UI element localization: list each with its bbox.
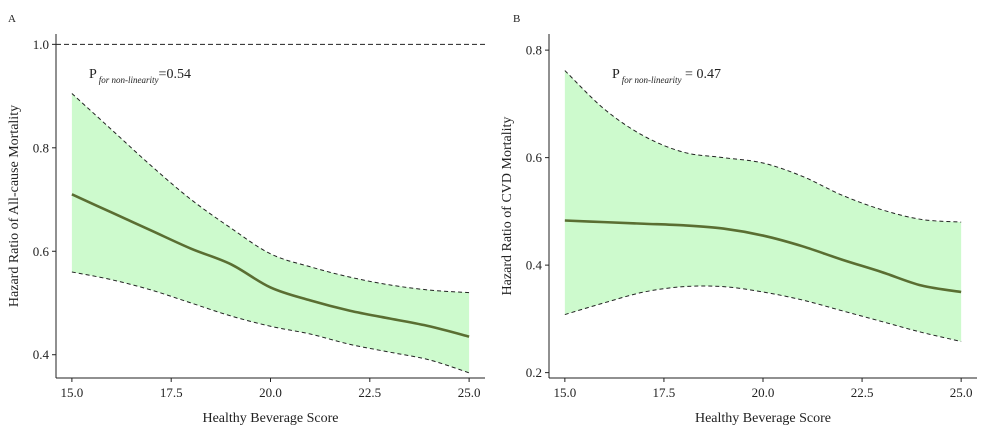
y-tick-label: 0.4 xyxy=(33,347,50,362)
confidence-band xyxy=(564,70,962,342)
annotation-value: = 0.47 xyxy=(682,67,721,82)
panel-label: A xyxy=(8,13,16,25)
panel-label: B xyxy=(513,13,520,25)
x-tick-label: 25.0 xyxy=(458,385,481,400)
x-tick-label: 15.0 xyxy=(61,385,84,400)
x-tick-label: 15.0 xyxy=(553,385,576,400)
upper-bound-line xyxy=(71,93,470,294)
y-tick-label: 0.6 xyxy=(526,150,543,165)
x-tick-label: 17.5 xyxy=(653,385,676,400)
annotation-value: =0.54 xyxy=(159,67,191,82)
y-tick-label: 0.8 xyxy=(526,43,542,58)
y-tick-label: 0.6 xyxy=(33,244,50,259)
annotation-subscript: for non-linearity xyxy=(622,75,682,85)
y-tick-label: 0.8 xyxy=(33,140,49,155)
x-tick-label: 20.0 xyxy=(259,385,282,400)
y-tick-label: 1.0 xyxy=(33,37,49,52)
x-tick-label: 22.5 xyxy=(358,385,381,400)
annotation-main: P xyxy=(612,67,620,82)
y-axis-title: Hazard Ratio of All-cause Mortality xyxy=(7,105,22,307)
y-tick-label: 0.4 xyxy=(526,258,543,273)
annotation-main: P xyxy=(89,67,97,82)
x-axis-title: Healthy Beverage Score xyxy=(695,411,831,426)
lower-bound-line xyxy=(564,285,962,342)
chart-panel-a: A 15.0 17.5 20.0 22.5 25.0 0.4 0.6 0.8 1.0 Healthy… xyxy=(7,13,485,426)
chart-panel-b: B 15.0 17.5 20.0 22.5 25.0 0.2 0.4 0.6 0.8 Healthy… xyxy=(500,13,977,426)
estimate-line xyxy=(564,219,962,294)
x-tick-label: 22.5 xyxy=(851,385,874,400)
upper-bound-line xyxy=(564,70,962,223)
x-tick-label: 20.0 xyxy=(752,385,775,400)
x-tick-label: 25.0 xyxy=(950,385,973,400)
y-tick-label: 0.2 xyxy=(526,365,542,380)
annotation-subscript: for non-linearity xyxy=(99,75,159,85)
confidence-band xyxy=(71,93,470,373)
y-axis-title: Hazard Ratio of CVD Mortality xyxy=(500,117,515,296)
x-axis-title: Healthy Beverage Score xyxy=(202,411,338,426)
estimate-line xyxy=(71,193,470,338)
x-tick-label: 17.5 xyxy=(160,385,183,400)
lower-bound-line xyxy=(71,271,470,374)
